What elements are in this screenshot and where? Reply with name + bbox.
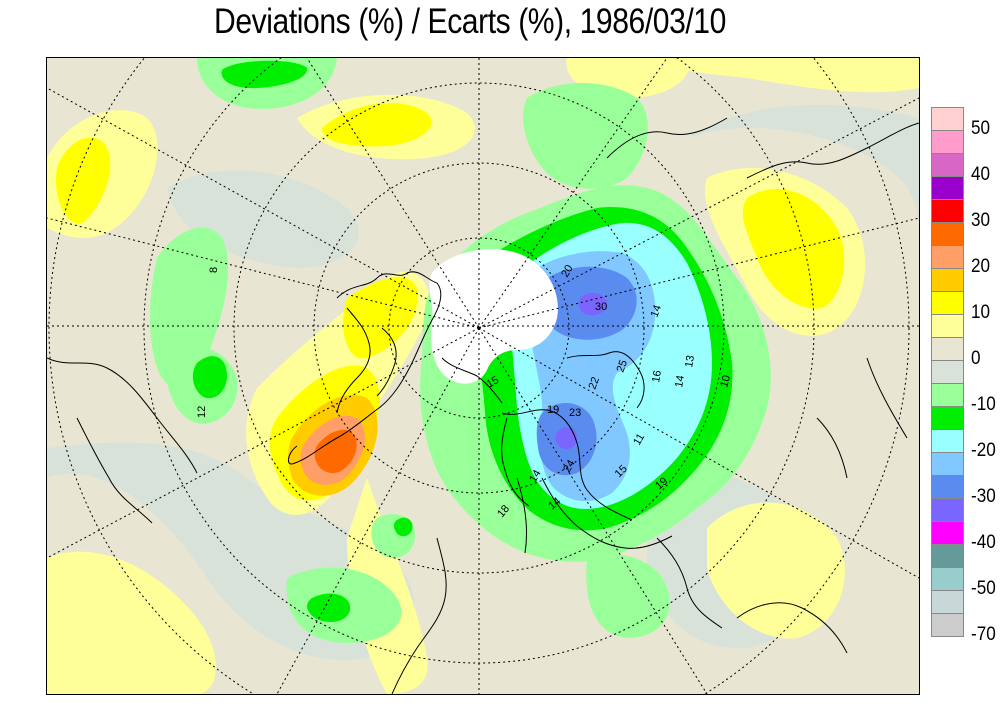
deviation-map: 20 30 14 13 10 16 14 25 22 23 19 24 15 1… (46, 57, 920, 695)
legend-tick-label: -10 (971, 394, 996, 415)
contour-label: 24 (561, 458, 578, 475)
contour-label: 15 (485, 374, 502, 391)
legend-tick-label: -40 (971, 532, 996, 553)
contour-label: 19 (547, 404, 559, 416)
contour-labels: 20 30 14 13 10 16 14 25 22 23 19 24 15 1… (196, 263, 733, 520)
contour-label: 14 (649, 303, 664, 319)
legend-swatch (931, 384, 964, 407)
legend-swatch (931, 200, 964, 223)
legend-swatch (931, 315, 964, 338)
contour-label: 16 (650, 369, 664, 383)
contour-label: 25 (615, 358, 630, 374)
legend-swatch (931, 292, 964, 315)
legend-swatch (931, 430, 964, 453)
legend-tick-label: 30 (971, 210, 991, 231)
contour-label: 10 (718, 374, 733, 389)
legend-tick-label: -30 (971, 486, 996, 507)
legend-swatch (931, 131, 964, 154)
legend-swatch (931, 338, 964, 361)
legend-swatch (931, 407, 964, 430)
color-legend: 50 40 30 20 10 0 -10 -20 -30 -40 -50 -70 (931, 107, 996, 645)
legend-swatch (931, 522, 964, 545)
legend-swatch (931, 223, 964, 246)
legend-swatch (931, 154, 964, 177)
positive-50-region (314, 429, 357, 474)
legend-tick-label: -50 (971, 578, 996, 599)
legend-swatch (931, 591, 964, 614)
legend-swatch (931, 545, 964, 568)
legend-swatch (931, 107, 964, 131)
legend-swatch (931, 453, 964, 476)
legend-tick-label: 10 (971, 302, 991, 323)
contour-label: 22 (587, 375, 602, 391)
graticule (47, 58, 919, 694)
legend-swatch (931, 246, 964, 269)
contour-label: 11 (631, 432, 647, 448)
legend-tick-label: 40 (971, 164, 991, 185)
no-data-polar-region (429, 249, 558, 384)
legend-swatch (931, 476, 964, 499)
legend-swatch (931, 499, 964, 522)
map-title: Deviations (%) / Ecarts (%), 1986/03/10 (214, 2, 726, 41)
contour-label: 20 (559, 263, 576, 280)
legend-swatch (931, 614, 964, 637)
contour-label: 8 (208, 267, 220, 273)
coastlines (47, 117, 919, 694)
legend-swatch (931, 568, 964, 591)
legend-swatch (931, 177, 964, 200)
legend-tick-label: 50 (971, 118, 991, 139)
contour-label: 13 (683, 354, 697, 368)
contour-label: 14 (527, 468, 544, 485)
contour-label: 23 (569, 407, 581, 419)
legend-tick-label: -70 (971, 624, 996, 645)
contour-label: 30 (595, 301, 607, 313)
contour-label: 12 (196, 406, 208, 418)
negative-60-regions (555, 292, 607, 450)
legend-tick-label: 20 (971, 256, 991, 277)
contour-label: 14 (673, 374, 687, 388)
legend-swatch (931, 361, 964, 384)
legend-tick-label: -20 (971, 440, 996, 461)
legend-tick-label: 0 (971, 348, 981, 369)
legend-swatch (931, 269, 964, 292)
